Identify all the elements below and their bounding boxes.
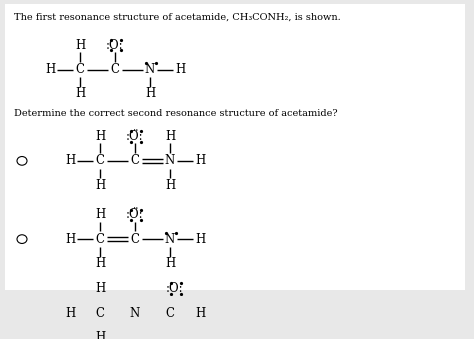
Text: H: H bbox=[65, 233, 75, 246]
Text: N: N bbox=[165, 233, 175, 246]
Text: H: H bbox=[165, 130, 175, 143]
Text: :Ö:: :Ö: bbox=[126, 208, 144, 221]
Text: H: H bbox=[175, 63, 185, 76]
Text: H: H bbox=[75, 87, 85, 100]
Text: H: H bbox=[165, 257, 175, 270]
Text: C: C bbox=[75, 63, 84, 76]
Text: H: H bbox=[145, 87, 155, 100]
Text: H: H bbox=[95, 179, 105, 192]
Text: The first resonance structure of acetamide, CH₃CONH₂, is shown.: The first resonance structure of acetami… bbox=[14, 13, 341, 22]
Text: C: C bbox=[165, 306, 174, 320]
Text: :O:: :O: bbox=[166, 282, 184, 295]
Text: N: N bbox=[145, 63, 155, 76]
Text: H: H bbox=[65, 306, 75, 320]
Text: H: H bbox=[195, 154, 205, 167]
Text: H: H bbox=[95, 331, 105, 339]
Text: N: N bbox=[130, 306, 140, 320]
Text: H: H bbox=[75, 39, 85, 52]
Text: H: H bbox=[165, 179, 175, 192]
Text: H: H bbox=[95, 282, 105, 295]
Text: H: H bbox=[195, 233, 205, 246]
Text: :O:: :O: bbox=[106, 39, 124, 52]
Text: H: H bbox=[95, 208, 105, 221]
FancyBboxPatch shape bbox=[5, 4, 465, 291]
Text: C: C bbox=[95, 233, 104, 246]
Text: H: H bbox=[195, 306, 205, 320]
Text: H: H bbox=[65, 154, 75, 167]
Text: C: C bbox=[130, 233, 139, 246]
Text: C: C bbox=[95, 154, 104, 167]
Text: :Ö:: :Ö: bbox=[126, 130, 144, 143]
Text: H: H bbox=[45, 63, 55, 76]
Text: H: H bbox=[95, 257, 105, 270]
Text: C: C bbox=[110, 63, 119, 76]
Text: H: H bbox=[95, 130, 105, 143]
Text: N: N bbox=[165, 154, 175, 167]
Text: C: C bbox=[95, 306, 104, 320]
Text: C: C bbox=[130, 154, 139, 167]
Text: Determine the correct second resonance structure of acetamide?: Determine the correct second resonance s… bbox=[14, 109, 337, 118]
